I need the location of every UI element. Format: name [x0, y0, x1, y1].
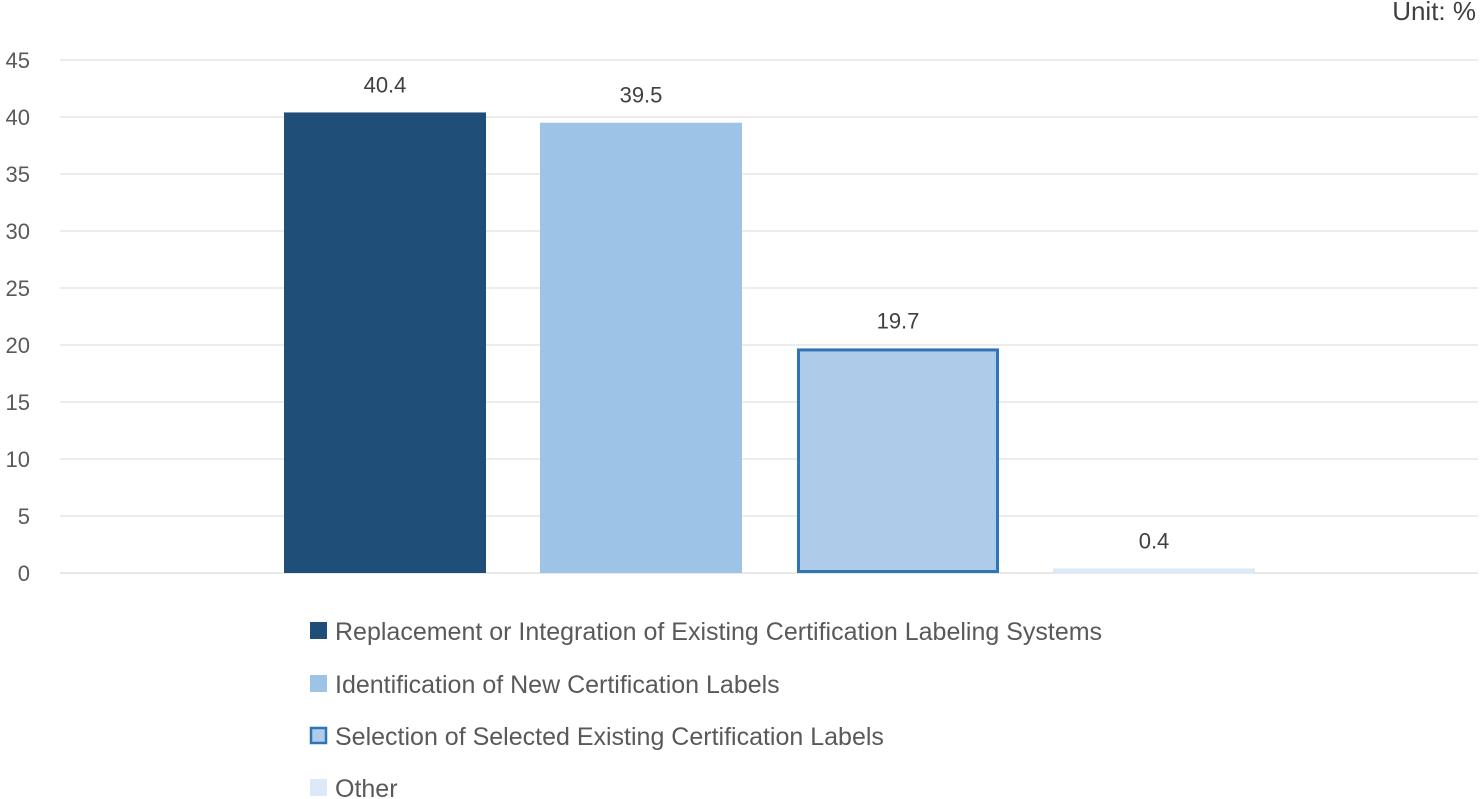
- data-labels: 40.4 39.5 19.7 0.4: [364, 72, 1170, 553]
- legend-swatch: [310, 779, 327, 796]
- legend-item: Replacement or Integration of Existing C…: [310, 618, 1102, 646]
- unit-label: Unit: %: [1392, 0, 1476, 26]
- y-tick-label: 45: [6, 48, 30, 73]
- legend-swatch: [309, 726, 328, 745]
- legend-label: Identification of New Certification Labe…: [335, 671, 780, 699]
- bar: [1053, 568, 1255, 573]
- legend-item: Identification of New Certification Labe…: [310, 671, 780, 699]
- legend-label: Selection of Selected Existing Certifica…: [335, 723, 884, 751]
- y-tick-label: 5: [18, 504, 30, 529]
- legend-swatch: [310, 675, 327, 692]
- data-label: 40.4: [364, 72, 407, 97]
- gridlines: [60, 59, 1478, 574]
- y-tick-label: 35: [6, 162, 30, 187]
- data-label: 19.7: [877, 308, 920, 333]
- legend-swatch: [310, 622, 327, 639]
- y-tick-label: 0: [18, 561, 30, 586]
- y-tick-label: 10: [6, 447, 30, 472]
- legend-item: Selection of Selected Existing Certifica…: [309, 723, 884, 751]
- legend-item: Other: [310, 775, 398, 799]
- legend: Replacement or Integration of Existing C…: [309, 618, 1102, 799]
- legend-label: Replacement or Integration of Existing C…: [335, 618, 1102, 646]
- y-tick-label: 15: [6, 390, 30, 415]
- data-label: 39.5: [620, 83, 663, 108]
- y-tick-label: 25: [6, 276, 30, 301]
- y-axis: 0 5 10 15 20 25 30 35 40 45: [6, 48, 30, 586]
- y-tick-label: 30: [6, 219, 30, 244]
- y-tick-label: 40: [6, 105, 30, 130]
- bars: [284, 112, 1255, 574]
- bar: [540, 122, 742, 573]
- data-label: 0.4: [1139, 528, 1170, 553]
- legend-label: Other: [335, 775, 398, 799]
- y-tick-label: 20: [6, 333, 30, 358]
- bar: [797, 348, 999, 574]
- bar: [284, 112, 486, 573]
